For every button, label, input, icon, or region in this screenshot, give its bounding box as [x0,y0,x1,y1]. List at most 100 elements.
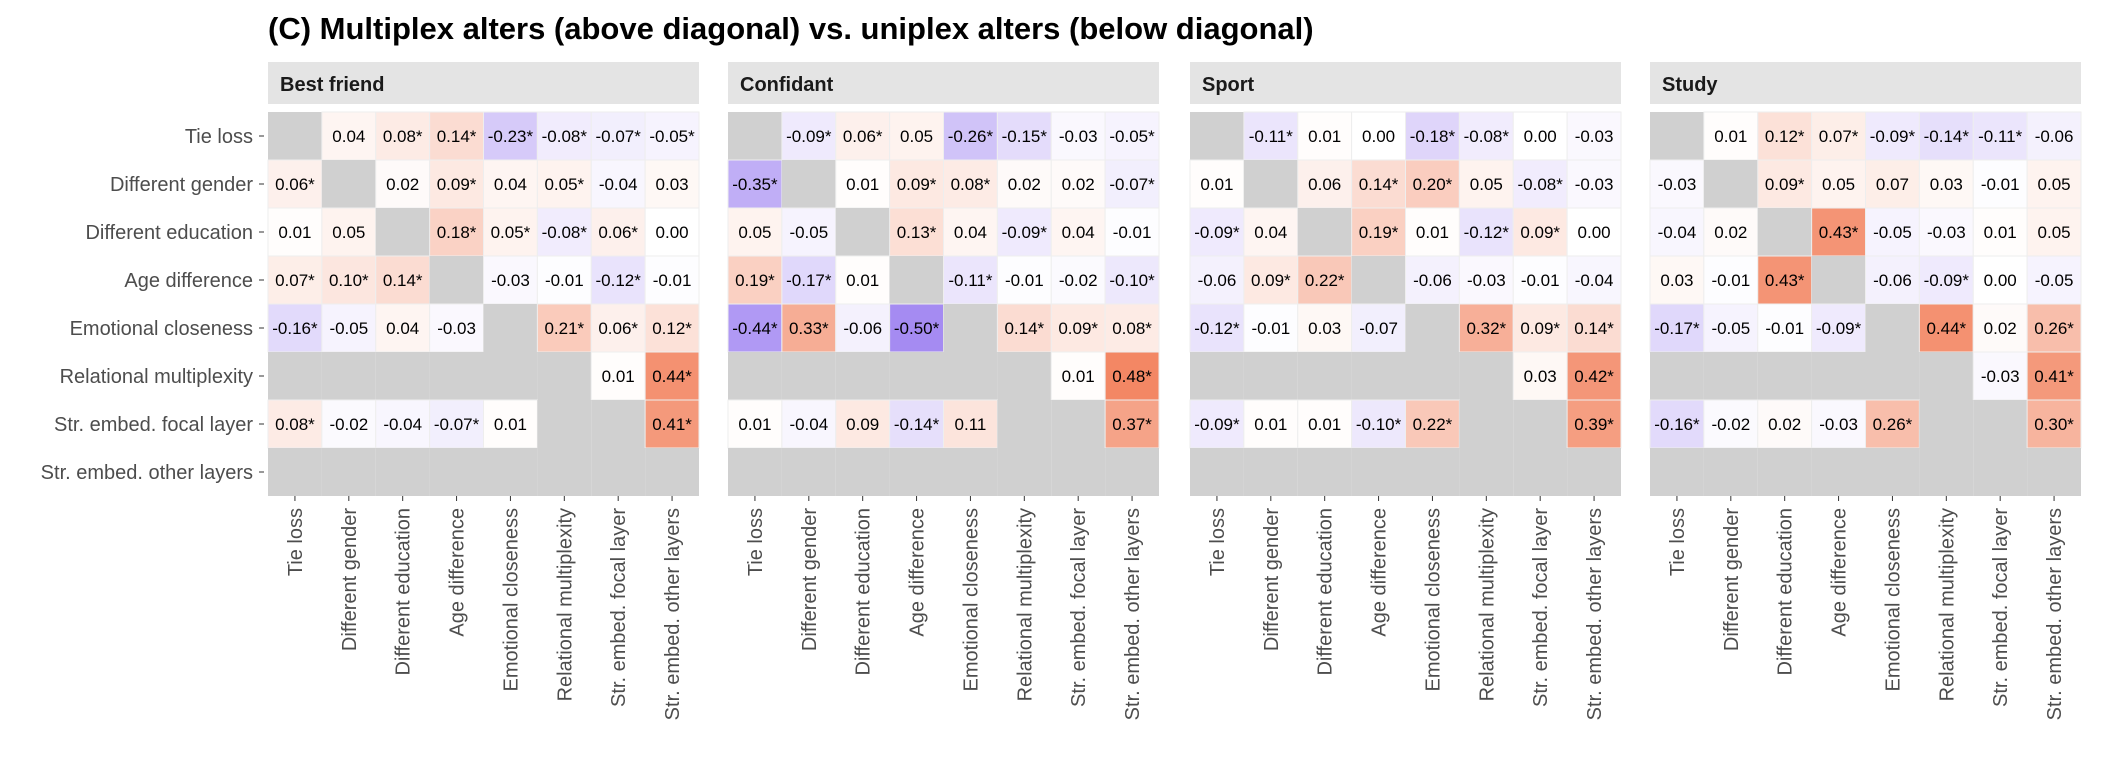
cell-label: 0.05 [2038,223,2071,242]
cell-label: 0.14* [437,127,477,146]
heatmap-cell [1458,207,1514,257]
heatmap-cell-na [268,112,322,160]
cell-label: -0.10* [1109,271,1155,290]
panel-strip-label: Sport [1202,74,1255,96]
y-tick-label: Relational multiplexity [60,366,253,388]
heatmap-cell-na [321,448,376,496]
cell-label: -0.04 [599,175,638,194]
cell-label: 0.03 [1930,175,1963,194]
heatmap-cell-na [997,400,1052,448]
heatmap-cell-na [1051,400,1106,448]
cell-label: -0.09* [786,127,832,146]
cell-label: 0.11 [955,415,987,434]
heatmap-cell [644,303,700,353]
panel-confidant: Confidant -0.09* 0.06* 0.05 -0.26* -0.15* -0.0… [727,62,1160,720]
cell-label: 0.05* [544,175,584,194]
cell-label: 0.00 [1578,223,1611,242]
cell-label: 0.12* [652,319,692,338]
x-tick-label: Different gender [339,508,361,651]
panel-strip-label: Best friend [280,74,384,96]
y-tick-label: Str. embed. focal layer [54,414,253,436]
heatmap-cell [2026,303,2082,353]
heatmap-cell-na [1243,448,1298,496]
heatmap-cell [1566,111,1622,161]
cell-label: -0.03 [1819,415,1858,434]
heatmap-cell-na [1703,448,1758,496]
heatmap-cell-na [1513,400,1568,448]
cell-label: 0.02 [386,175,419,194]
cell-label: -0.01 [653,271,692,290]
cell-label: 0.04 [494,175,527,194]
heatmap-cell [1243,303,1299,353]
heatmap-cell [1811,159,1866,209]
heatmap-cell [1104,255,1160,305]
cell-label: -0.05 [789,223,828,242]
heatmap-cell [996,207,1052,257]
cell-label: 0.44* [1926,319,1966,338]
cell-label: 0.41* [652,415,692,434]
x-tick-label: Different gender [1261,508,1283,651]
heatmap-cell [536,207,592,257]
heatmap-cell [1050,207,1106,257]
cell-label: 0.37* [1112,415,1152,434]
cell-label: 0.10* [329,271,369,290]
cell-label: -0.26* [948,127,994,146]
heatmap-cell-na [889,256,944,304]
heatmap-cell-na [1703,160,1758,208]
x-tick-label: Relational multiplexity [1014,508,1036,701]
heatmap-cell [1918,255,1974,305]
cell-label: -0.44* [732,319,778,338]
cell-label: 0.03 [1660,271,1693,290]
cell-label: -0.10* [1356,415,1402,434]
cell-label: -0.02 [329,415,368,434]
heatmap-cell [429,207,484,257]
heatmap-cell-na [321,352,376,400]
cell-label: -0.11* [1249,127,1293,146]
heatmap-cell-na [1351,352,1406,400]
cell-label: -0.17* [786,271,832,290]
heatmap-cell-na [1405,448,1460,496]
cell-label: 0.01 [1984,223,2017,242]
cell-label: 0.09 [846,415,879,434]
heatmap-cell [1566,159,1622,209]
heatmap-cell-na [537,352,592,400]
heatmap-cell [1458,111,1514,161]
heatmap-cell [1405,255,1460,305]
cell-label: -0.03 [1467,271,1506,290]
cell-label: 0.12* [1765,127,1805,146]
cell-label: 0.14* [383,271,423,290]
cell-label: 0.05 [900,127,933,146]
cell-label: -0.09* [1870,127,1916,146]
cell-label: -0.05* [649,127,695,146]
cell-label: -0.35* [732,175,778,194]
heatmap-cell [781,303,837,353]
cell-label: -0.03 [1059,127,1098,146]
heatmap-cell [1351,159,1406,209]
cell-label: 0.00 [656,223,689,242]
heatmap-cell [727,303,783,353]
x-tick-label: Tie loss [1207,508,1229,576]
heatmap-cell-na [943,448,998,496]
heatmap-cell [375,111,431,161]
heatmap-cell-na [1973,400,2028,448]
cell-label: 0.09* [1251,271,1291,290]
cell-label: 0.13* [897,223,937,242]
heatmap-cell [1918,159,1974,209]
heatmap-cell-na [1105,448,1159,496]
cell-label: 0.04 [954,223,987,242]
cell-label: 0.14* [1359,175,1399,194]
y-tick-label: Different gender [110,174,253,196]
heatmap-cell [1297,159,1353,209]
heatmap-cell-na [1919,448,1974,496]
cell-label: -0.17* [1654,319,1700,338]
cell-label: -0.08* [1464,127,1510,146]
x-tick-label: Str. embed. focal layer [1990,508,2012,707]
cell-label: -0.07 [1359,319,1398,338]
cell-label: -0.01 [545,271,584,290]
heatmap-cell [429,159,484,209]
panel-sport: Sport -0.11* 0.01 0.00 -0.18* -0.08* 0.00 -0.03… [1189,62,1622,720]
heatmap-cell-na [728,448,782,496]
cell-label: 0.01 [738,415,771,434]
heatmap-cell [835,303,891,353]
